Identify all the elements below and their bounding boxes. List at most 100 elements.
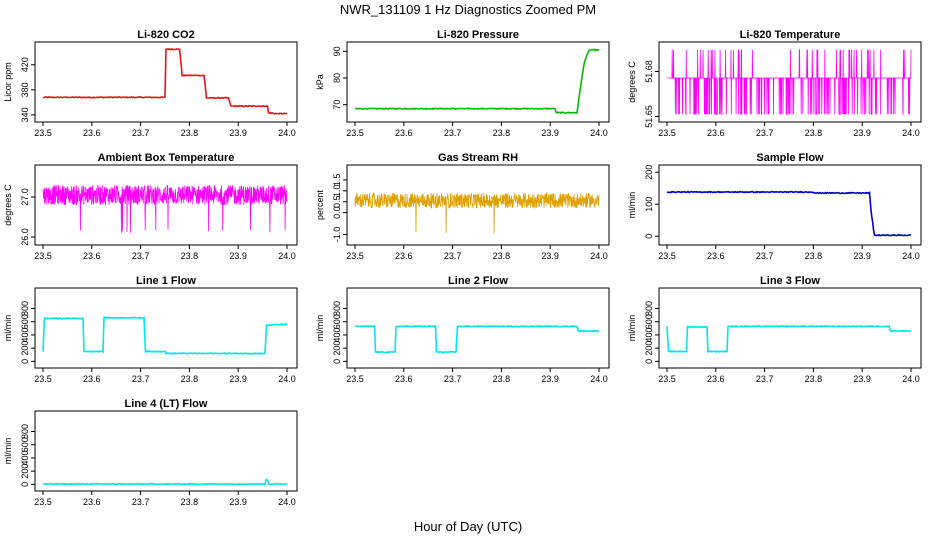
y-axis-label: Licor ppm xyxy=(3,62,13,102)
y-axis-label: kPa xyxy=(315,74,325,90)
panel-title: Ambient Box Temperature xyxy=(98,152,235,164)
y-tick-label: 0 xyxy=(644,234,654,239)
panel-title: Line 2 Flow xyxy=(448,275,508,287)
y-tick-label: 400 xyxy=(644,327,654,342)
y-tick-label: 0 xyxy=(644,359,654,364)
x-tick-label: 23.5 xyxy=(346,374,364,384)
y-tick-label: 400 xyxy=(20,327,30,342)
x-tick-label: 24.0 xyxy=(590,128,608,138)
x-tick-label: 23.7 xyxy=(132,251,150,261)
plot-frame xyxy=(34,287,298,369)
y-axis-label: ml/min xyxy=(627,315,637,342)
x-tick-label: 23.5 xyxy=(34,497,52,507)
x-tick-label: 24.0 xyxy=(902,128,920,138)
x-tick-label: 23.7 xyxy=(756,374,774,384)
y-axis-label: ml/min xyxy=(3,315,13,342)
x-tick-label: 23.5 xyxy=(346,251,364,261)
data-series-line xyxy=(354,48,600,115)
x-tick-label: 23.9 xyxy=(541,251,559,261)
x-tick-label: 23.8 xyxy=(493,251,511,261)
y-tick-label: 100 xyxy=(644,197,654,212)
x-tick-label: 23.8 xyxy=(805,374,823,384)
y-tick-label: 200 xyxy=(20,341,30,356)
panel-co2: Li-820 CO2 Licor ppm 23.5 23.6 23.7 23.8 23.9 2… xyxy=(3,29,298,138)
panel-title: Li-820 CO2 xyxy=(137,29,194,41)
y-tick-label: 70 xyxy=(332,100,342,110)
x-tick-label: 24.0 xyxy=(278,497,296,507)
x-tick-label: 23.7 xyxy=(132,128,150,138)
y-tick-label: 0.5 xyxy=(332,195,342,208)
y-tick-label: 200 xyxy=(20,464,30,479)
y-axis-label: degrees C xyxy=(3,184,13,226)
x-tick-label: 23.6 xyxy=(83,374,101,384)
x-tick-label: 23.9 xyxy=(853,374,871,384)
x-tick-label: 23.8 xyxy=(493,128,511,138)
panel-line2: Line 2 Flow ml/min 23.5 23.6 23.7 23.8 23.9 24.… xyxy=(315,275,610,384)
panel-pressure: Li-820 Pressure kPa 23.5 23.6 23.7 23.8 23.9 24… xyxy=(315,29,610,138)
x-tick-label: 23.7 xyxy=(444,374,462,384)
x-tick-label: 23.6 xyxy=(83,128,101,138)
data-series-line xyxy=(666,190,912,237)
x-tick-label: 24.0 xyxy=(902,251,920,261)
y-tick-label: 51.68 xyxy=(644,60,654,83)
panel-licor_temp: Li-820 Temperature degrees C 23.5 23.6 23.7 2… xyxy=(627,29,922,138)
x-tick-label: 23.9 xyxy=(229,251,247,261)
y-tick-label: 340 xyxy=(20,107,30,122)
y-tick-label: 380 xyxy=(20,82,30,97)
x-tick-label: 23.7 xyxy=(132,497,150,507)
y-axis-label: ml/min xyxy=(3,438,13,465)
y-tick-label: 27.0 xyxy=(20,188,30,206)
panel-title: Line 1 Flow xyxy=(136,275,196,287)
y-tick-label: 800 xyxy=(644,301,654,316)
data-series-line xyxy=(355,324,600,354)
y-axis-label: percent xyxy=(315,189,325,220)
x-tick-label: 24.0 xyxy=(278,128,296,138)
y-tick-label: 1.0 xyxy=(332,185,342,198)
data-series-line xyxy=(42,47,287,115)
y-axis-label: degrees C xyxy=(627,61,637,103)
x-tick-label: 23.5 xyxy=(34,128,52,138)
y-tick-label: 600 xyxy=(20,437,30,452)
x-tick-label: 24.0 xyxy=(278,251,296,261)
x-tick-label: 23.7 xyxy=(444,251,462,261)
y-tick-label: 600 xyxy=(20,314,30,329)
x-tick-label: 23.6 xyxy=(395,251,413,261)
x-tick-label: 23.9 xyxy=(229,374,247,384)
x-tick-label: 23.7 xyxy=(756,251,774,261)
x-tick-label: 23.5 xyxy=(34,251,52,261)
panels-group: Li-820 CO2 Licor ppm 23.5 23.6 23.7 23.8 23.9 2… xyxy=(3,29,922,507)
panel-gas_rh: Gas Stream RH percent 23.5 23.6 23.7 23.8 23.9… xyxy=(315,152,610,261)
y-tick-label: 200 xyxy=(332,341,342,356)
x-tick-label: 23.5 xyxy=(346,128,364,138)
x-tick-label: 23.7 xyxy=(444,128,462,138)
x-tick-label: 23.6 xyxy=(395,374,413,384)
x-tick-label: 23.9 xyxy=(541,128,559,138)
x-tick-label: 23.9 xyxy=(853,251,871,261)
y-tick-label: 0.0 xyxy=(332,206,342,219)
plot-frame xyxy=(346,41,610,123)
data-series-line xyxy=(667,49,912,115)
x-tick-label: 23.8 xyxy=(181,374,199,384)
y-tick-label: 26.0 xyxy=(20,228,30,246)
data-series-line xyxy=(42,478,288,486)
y-tick-label: 600 xyxy=(644,314,654,329)
y-tick-label: 0 xyxy=(20,482,30,487)
x-tick-label: 23.9 xyxy=(541,374,559,384)
x-tick-label: 23.7 xyxy=(756,128,774,138)
y-tick-label: 600 xyxy=(332,314,342,329)
x-tick-label: 23.8 xyxy=(493,374,511,384)
plot-frame xyxy=(658,164,922,246)
plot-frame xyxy=(346,287,610,369)
panel-title: Line 3 Flow xyxy=(760,275,820,287)
x-tick-label: 24.0 xyxy=(590,374,608,384)
y-tick-label: 800 xyxy=(20,424,30,439)
panel-line1: Line 1 Flow ml/min 23.5 23.6 23.7 23.8 23.9 24.… xyxy=(3,275,298,384)
y-tick-label: 80 xyxy=(332,73,342,83)
x-tick-label: 23.9 xyxy=(229,497,247,507)
panel-line3: Line 3 Flow ml/min 23.5 23.6 23.7 23.8 23.9 24.… xyxy=(627,275,922,384)
x-tick-label: 23.6 xyxy=(707,251,725,261)
y-tick-label: 200 xyxy=(644,165,654,180)
x-tick-label: 23.8 xyxy=(181,251,199,261)
figure-xlabel: Hour of Day (UTC) xyxy=(414,519,522,534)
